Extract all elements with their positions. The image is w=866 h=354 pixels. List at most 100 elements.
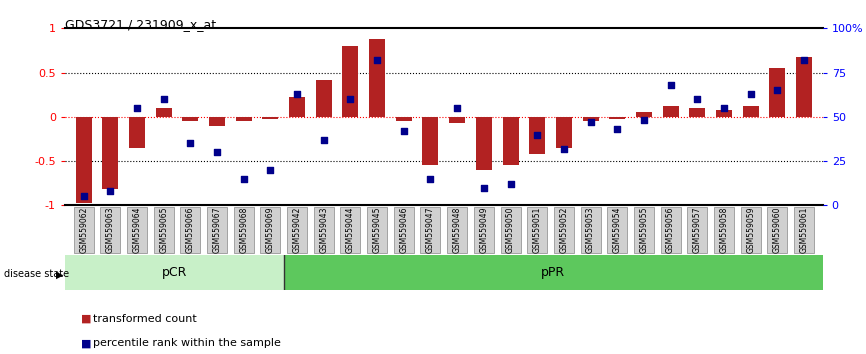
- Point: [690, 96, 704, 102]
- Text: ■: ■: [81, 314, 91, 324]
- Point: [423, 176, 437, 182]
- Text: GSM559065: GSM559065: [159, 207, 168, 253]
- Text: GSM559056: GSM559056: [666, 207, 675, 253]
- Bar: [261, 207, 281, 253]
- Bar: [236, 117, 252, 121]
- Text: GSM559054: GSM559054: [613, 207, 622, 253]
- Bar: [769, 68, 785, 117]
- Point: [263, 167, 277, 173]
- Point: [184, 141, 197, 146]
- Bar: [661, 207, 681, 253]
- Text: GSM559068: GSM559068: [239, 207, 249, 253]
- Bar: [183, 117, 198, 121]
- Text: GSM559051: GSM559051: [533, 207, 542, 253]
- Bar: [449, 117, 465, 123]
- Bar: [475, 117, 492, 170]
- Bar: [502, 117, 519, 166]
- Bar: [767, 207, 787, 253]
- Bar: [289, 97, 305, 117]
- Text: GSM559045: GSM559045: [372, 207, 382, 253]
- Point: [744, 91, 758, 97]
- Bar: [284, 255, 823, 290]
- Text: GDS3721 / 231909_x_at: GDS3721 / 231909_x_at: [65, 18, 216, 31]
- Text: transformed count: transformed count: [93, 314, 197, 324]
- Point: [477, 185, 491, 190]
- Bar: [529, 117, 546, 154]
- Bar: [394, 207, 414, 253]
- Text: GSM559067: GSM559067: [212, 207, 222, 253]
- Point: [450, 105, 464, 111]
- Bar: [369, 39, 385, 117]
- Bar: [554, 207, 574, 253]
- Point: [611, 126, 624, 132]
- Bar: [316, 80, 332, 117]
- Text: disease state: disease state: [4, 269, 69, 279]
- Text: GSM559061: GSM559061: [799, 207, 809, 253]
- Bar: [207, 207, 227, 253]
- Bar: [262, 117, 278, 119]
- Text: GSM559055: GSM559055: [639, 207, 649, 253]
- Text: ▶: ▶: [56, 269, 64, 279]
- Point: [77, 194, 91, 199]
- Bar: [634, 207, 654, 253]
- Bar: [65, 255, 284, 290]
- Text: GSM559049: GSM559049: [480, 207, 488, 253]
- Bar: [501, 207, 520, 253]
- Bar: [714, 207, 734, 253]
- Bar: [156, 108, 171, 117]
- Point: [103, 188, 117, 194]
- Bar: [583, 117, 598, 121]
- Bar: [340, 207, 360, 253]
- Bar: [180, 207, 200, 253]
- Text: GSM559063: GSM559063: [106, 207, 115, 253]
- Bar: [74, 207, 94, 253]
- Point: [797, 57, 811, 63]
- Text: GSM559058: GSM559058: [720, 207, 728, 253]
- Bar: [234, 207, 254, 253]
- Point: [557, 146, 571, 152]
- Point: [370, 57, 384, 63]
- Bar: [740, 207, 760, 253]
- Point: [317, 137, 331, 143]
- Point: [717, 105, 731, 111]
- Bar: [662, 106, 679, 117]
- Bar: [474, 207, 494, 253]
- Text: pPR: pPR: [541, 266, 565, 279]
- Text: GSM559062: GSM559062: [79, 207, 88, 253]
- Bar: [287, 207, 307, 253]
- Point: [130, 105, 144, 111]
- Text: GSM559064: GSM559064: [132, 207, 141, 253]
- Bar: [313, 207, 333, 253]
- Point: [344, 96, 358, 102]
- Text: GSM559047: GSM559047: [426, 207, 435, 253]
- Bar: [688, 207, 708, 253]
- Bar: [100, 207, 120, 253]
- Text: GSM559046: GSM559046: [399, 207, 408, 253]
- Bar: [396, 117, 412, 121]
- Bar: [610, 117, 625, 120]
- Point: [771, 87, 785, 93]
- Text: percentile rank within the sample: percentile rank within the sample: [93, 338, 281, 348]
- Text: GSM559043: GSM559043: [320, 207, 328, 253]
- Text: GSM559052: GSM559052: [559, 207, 568, 253]
- Text: GSM559057: GSM559057: [693, 207, 701, 253]
- Bar: [367, 207, 387, 253]
- Point: [397, 128, 410, 134]
- Bar: [423, 117, 438, 166]
- Point: [584, 119, 598, 125]
- Bar: [75, 117, 92, 202]
- Text: GSM559050: GSM559050: [506, 207, 515, 253]
- Text: GSM559042: GSM559042: [293, 207, 301, 253]
- Text: GSM559060: GSM559060: [772, 207, 782, 253]
- Text: GSM559044: GSM559044: [346, 207, 355, 253]
- Point: [290, 91, 304, 97]
- Text: ■: ■: [81, 338, 91, 348]
- Bar: [607, 207, 627, 253]
- Bar: [743, 106, 759, 117]
- Text: GSM559069: GSM559069: [266, 207, 275, 253]
- Text: GSM559066: GSM559066: [186, 207, 195, 253]
- Bar: [527, 207, 547, 253]
- Point: [210, 149, 224, 155]
- Text: GSM559059: GSM559059: [746, 207, 755, 253]
- Bar: [796, 57, 812, 117]
